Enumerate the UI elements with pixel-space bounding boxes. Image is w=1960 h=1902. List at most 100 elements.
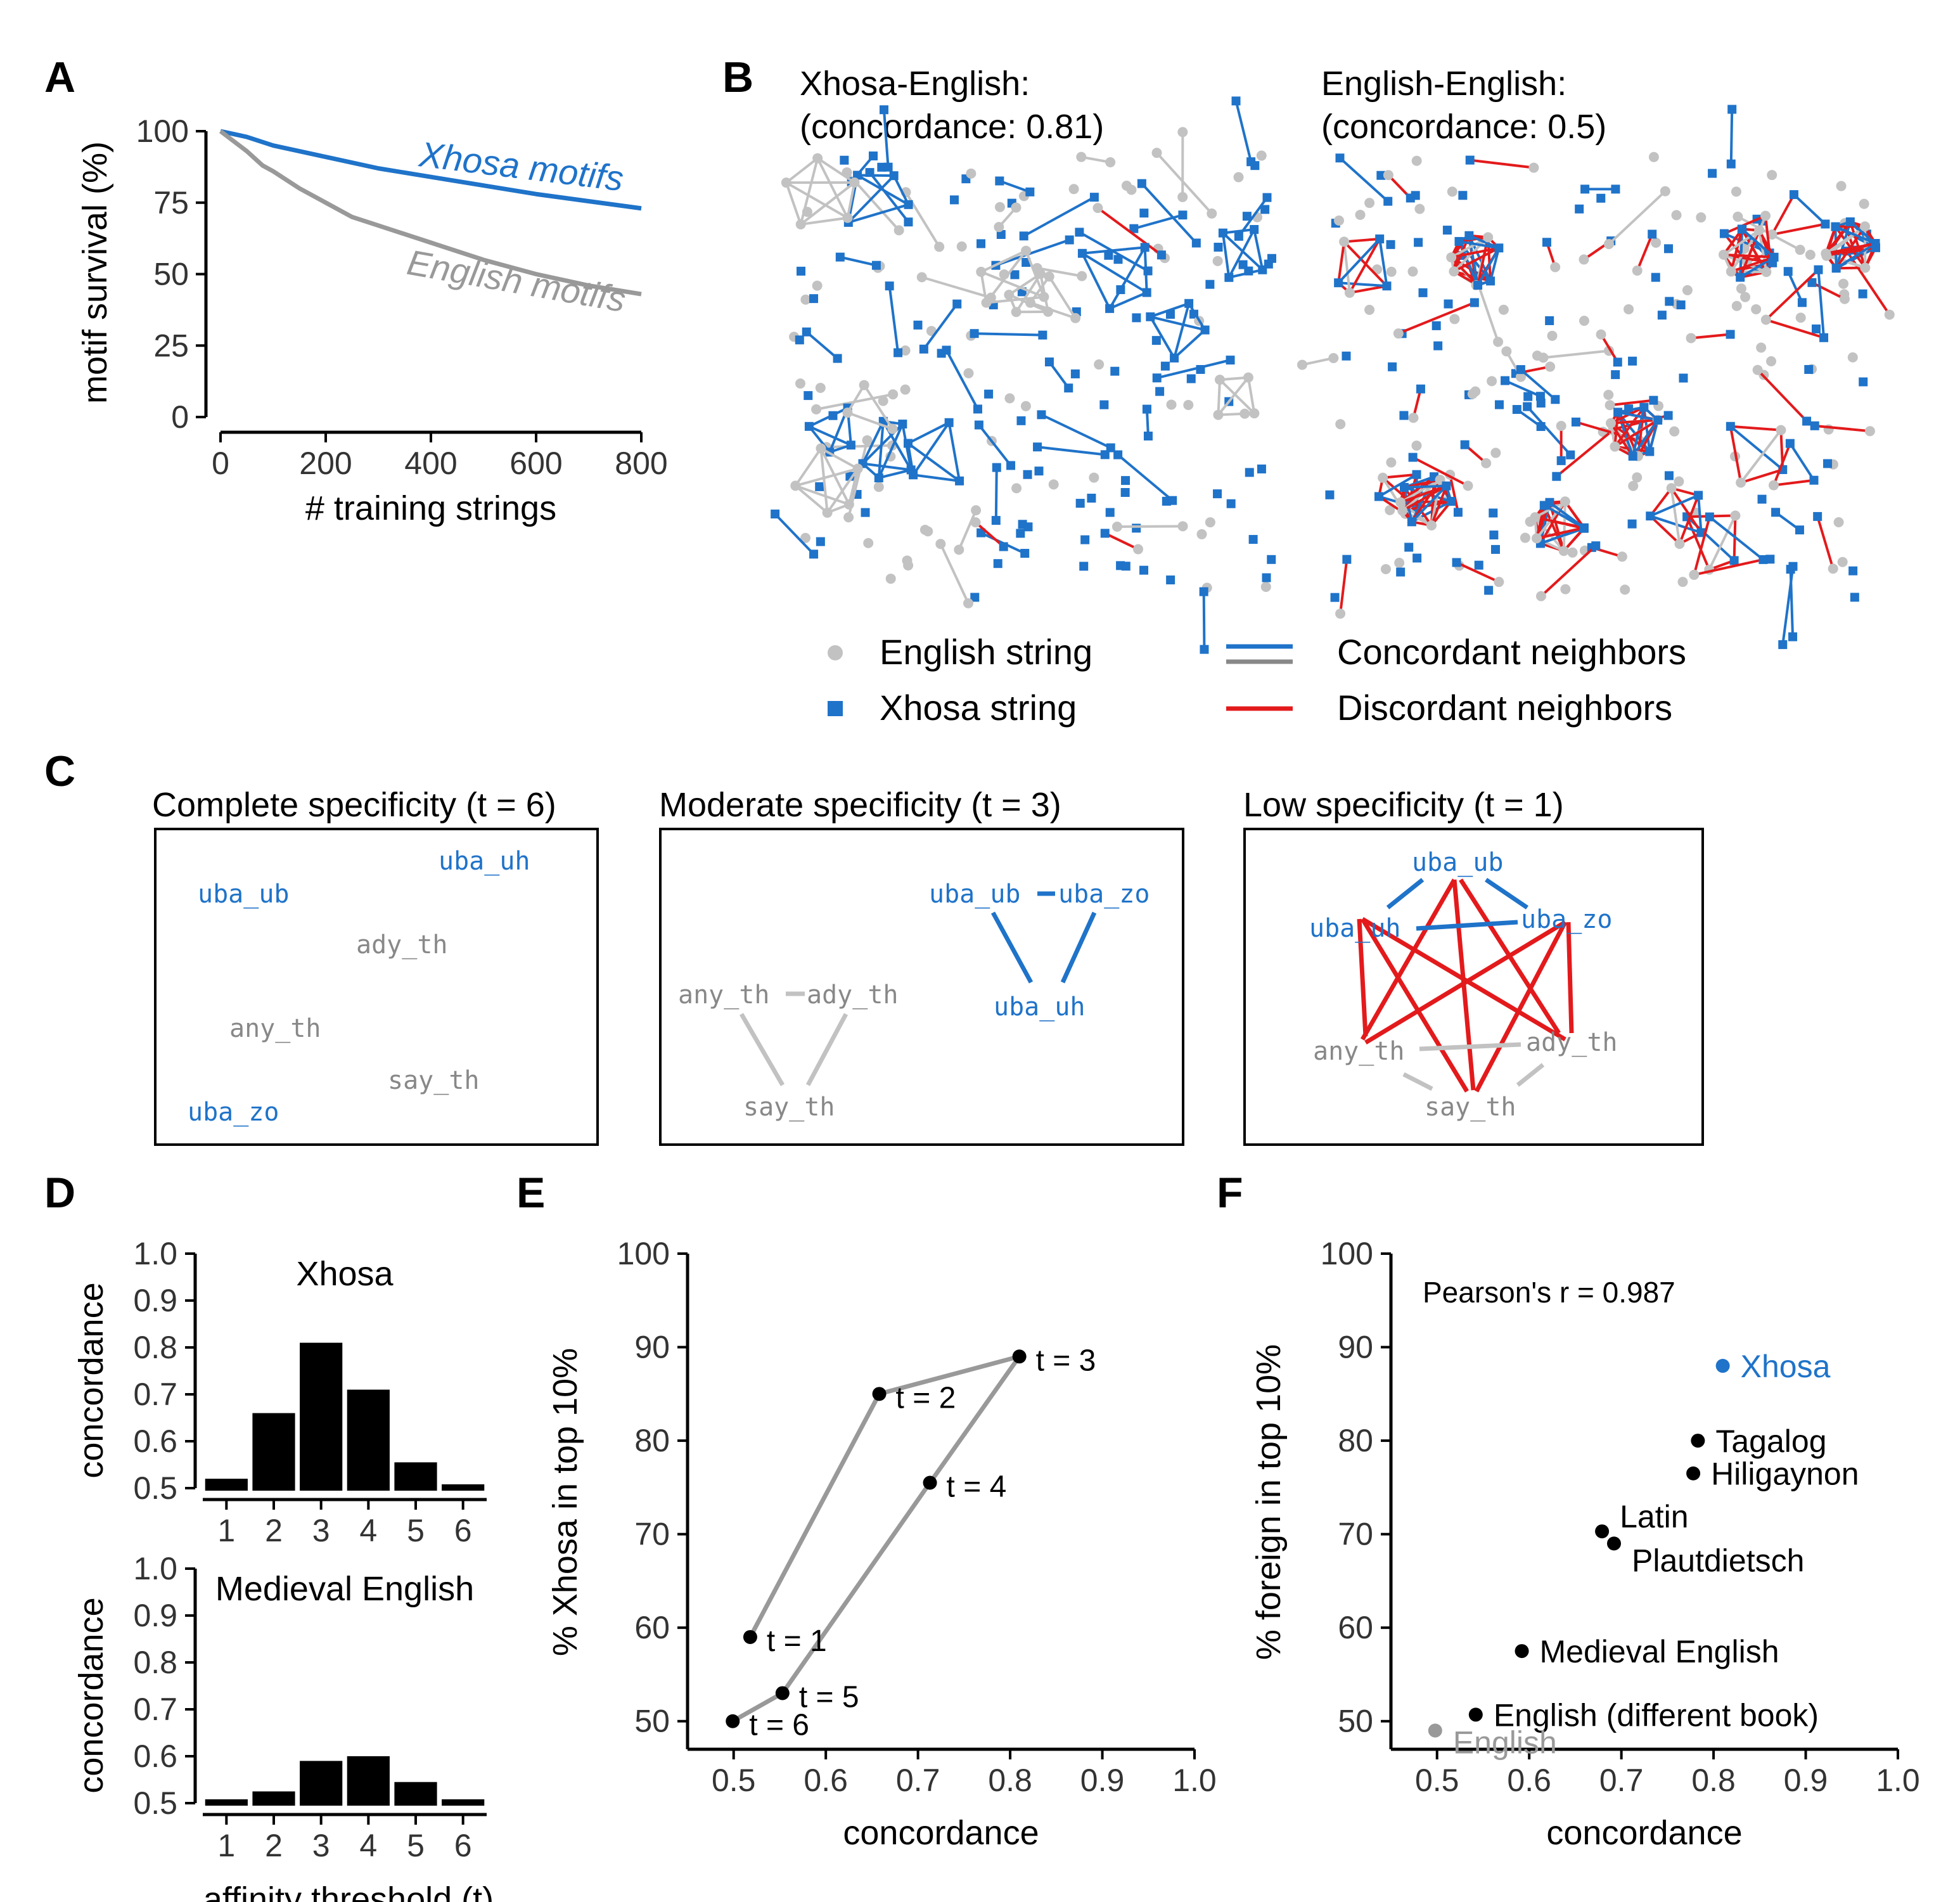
xhosa-string-marker	[1433, 341, 1443, 350]
english-string-marker	[1733, 211, 1743, 222]
neighbor-edge	[1412, 456, 1469, 487]
neighbor-edge	[1693, 517, 1711, 575]
xhosa-string-marker	[1591, 541, 1601, 551]
xhosa-string-marker	[1611, 184, 1620, 194]
xhosa-string-marker	[804, 421, 814, 431]
english-string-marker	[1752, 364, 1763, 375]
neighbor-edge	[1082, 246, 1145, 255]
neighbor-edge	[1825, 242, 1876, 255]
xhosa-string-marker	[868, 151, 878, 161]
english-string-marker	[1836, 181, 1847, 191]
panel-c-title-moderate: Moderate specificity (t = 3)	[659, 786, 1061, 824]
y-tick-label: 0.8	[133, 1330, 177, 1365]
english-string-marker	[1364, 198, 1375, 209]
english-string-marker	[1535, 591, 1546, 601]
y-tick-label: 100	[617, 1236, 670, 1271]
xhosa-string-marker	[1184, 299, 1194, 308]
english-string-marker	[1603, 389, 1614, 400]
y-tick-label: 0.9	[133, 1283, 177, 1318]
english-string-marker	[1560, 584, 1571, 594]
neighbor-edge	[1343, 241, 1351, 293]
xhosa-string-marker	[1809, 475, 1819, 485]
neighbor-edge	[907, 421, 950, 445]
english-string-marker	[800, 532, 811, 543]
neighbor-edge	[1789, 569, 1795, 637]
english-string-marker	[1004, 393, 1015, 404]
y-tick-label: 0.6	[133, 1423, 177, 1459]
xhosa-string-marker	[1453, 508, 1463, 517]
bar-t-1	[205, 1479, 248, 1491]
neighbor-edge	[939, 543, 970, 604]
point-xhosa	[1715, 1359, 1730, 1373]
xhosa-string-marker	[1165, 309, 1175, 319]
point-label-plautdietsch: Plautdietsch	[1632, 1543, 1804, 1578]
xhosa-string-marker	[1566, 450, 1575, 459]
neighbor-edge	[1520, 368, 1556, 401]
point-label-english-different-book: English (different book)	[1494, 1697, 1819, 1733]
english-string-marker	[815, 382, 826, 393]
english-string-marker	[1660, 186, 1670, 196]
english-string-marker	[1538, 352, 1549, 363]
neighbor-edge	[826, 468, 859, 514]
english-string-marker	[963, 598, 974, 608]
xhosa-string-marker	[1016, 416, 1026, 425]
xhosa-string-marker	[1100, 529, 1110, 538]
xhosa-string-marker	[1486, 276, 1496, 286]
xhosa-string-marker	[1205, 280, 1215, 289]
english-string-marker	[1666, 483, 1677, 494]
neighbor-edge	[1145, 409, 1150, 437]
english-string-marker	[1407, 266, 1418, 277]
xhosa-string-marker	[1708, 169, 1717, 178]
edge	[990, 911, 1034, 984]
xhosa-string-marker	[1785, 439, 1795, 448]
xhosa-string-marker	[1470, 298, 1479, 307]
xhosa-string-marker	[1552, 472, 1561, 481]
xhosa-string-marker	[1523, 392, 1533, 401]
panel-b: Xhosa-English: (concordance: 0.81) Engli…	[771, 65, 1895, 728]
english-string-marker	[919, 524, 930, 535]
neighbor-edge	[1337, 241, 1346, 283]
xhosa-string-marker	[1140, 243, 1150, 252]
xhosa-string-marker	[1814, 265, 1823, 274]
neighbor-edge	[1835, 242, 1876, 269]
x-tick-label: 0.5	[1415, 1763, 1459, 1798]
panel-letter-f: F	[1217, 1169, 1243, 1217]
bar-t-4	[347, 1756, 390, 1806]
neighbor-edge	[877, 421, 885, 479]
xhosa-string-marker	[1388, 362, 1397, 371]
neighbor-edge	[1793, 193, 1826, 225]
x-tick-label: 0	[212, 446, 229, 481]
x-tick-label: 600	[509, 446, 562, 481]
xhosa-string-marker	[1079, 562, 1089, 571]
xhosa-string-marker	[1542, 238, 1551, 247]
xhosa-string-marker	[1137, 179, 1146, 188]
xhosa-string-marker	[1810, 421, 1819, 430]
node-label-say-th: say_th	[1425, 1093, 1516, 1122]
english-string-marker	[1035, 269, 1046, 280]
y-tick-label: 1.0	[133, 1236, 177, 1271]
xhosa-string-marker	[1705, 512, 1714, 522]
xhosa-string-marker	[1719, 229, 1729, 238]
xhosa-string-marker	[1178, 210, 1188, 220]
x-tick-label: 4	[359, 1828, 377, 1863]
neighbor-edge	[1730, 229, 1760, 273]
english-string-marker	[1378, 472, 1388, 483]
xhosa-string-marker	[1651, 273, 1660, 282]
neighbor-edge	[1041, 413, 1111, 449]
neighbor-edge	[1670, 487, 1681, 544]
english-string-marker	[966, 168, 977, 179]
neighbor-edge	[1617, 411, 1658, 421]
neighbor-edge	[1468, 234, 1500, 250]
english-string-marker	[862, 435, 873, 446]
english-string-marker	[1550, 262, 1561, 273]
english-string-marker	[981, 297, 992, 308]
xhosa-string-marker	[1442, 226, 1452, 235]
xhosa-string-marker	[1474, 560, 1483, 570]
neighbor-edge	[1729, 109, 1734, 164]
neighbor-edge	[1339, 559, 1348, 614]
neighbor-edge	[1339, 157, 1389, 203]
xhosa-string-marker	[894, 348, 903, 357]
neighbor-edge	[1845, 250, 1891, 316]
xhosa-string-marker	[1376, 170, 1386, 180]
x-axis-label: # training strings	[305, 489, 556, 527]
